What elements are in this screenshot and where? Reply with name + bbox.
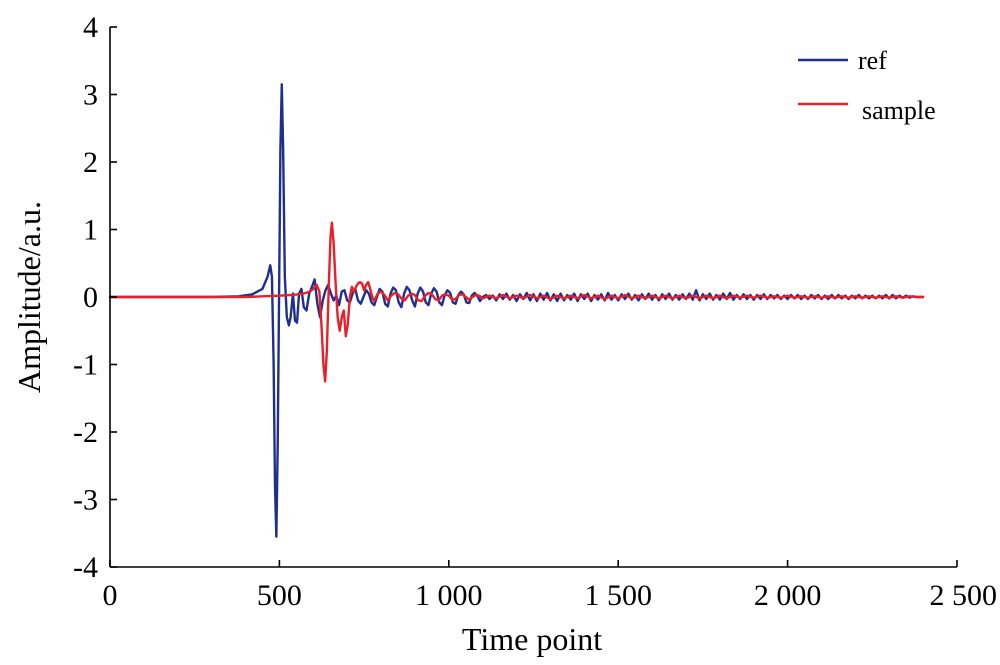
y-tick-label: -4 (73, 551, 98, 584)
x-tick-label: 500 (257, 579, 302, 612)
x-tick-label: 0 (103, 579, 118, 612)
y-tick-label: 3 (83, 79, 98, 112)
y-axis-title: Amplitude/a.u. (11, 201, 47, 393)
y-tick-label: 4 (83, 11, 98, 44)
legend: ref sample (798, 46, 936, 125)
y-tick-label: 1 (83, 214, 98, 247)
ticks: -4 -3 -2 -1 0 1 2 3 4 0 500 1 000 1 500 2 000 2 500 (73, 11, 997, 612)
y-tick-label: 0 (83, 281, 98, 314)
x-tick-label: 2 500 (930, 579, 998, 612)
legend-label-sample: sample (862, 96, 936, 125)
x-tick-label: 1 000 (415, 579, 483, 612)
series-line-ref (108, 83, 925, 538)
y-tick-label: -2 (73, 416, 98, 449)
x-tick-label: 2 000 (754, 579, 822, 612)
y-tick-label: -1 (73, 349, 98, 382)
y-tick-label: -3 (73, 484, 98, 517)
series-line-sample (108, 221, 925, 383)
legend-label-ref: ref (858, 46, 887, 75)
series-layer (108, 83, 925, 538)
y-tick-label: 2 (83, 146, 98, 179)
x-tick-label: 1 500 (584, 579, 652, 612)
x-axis-title: Time point (462, 621, 602, 657)
